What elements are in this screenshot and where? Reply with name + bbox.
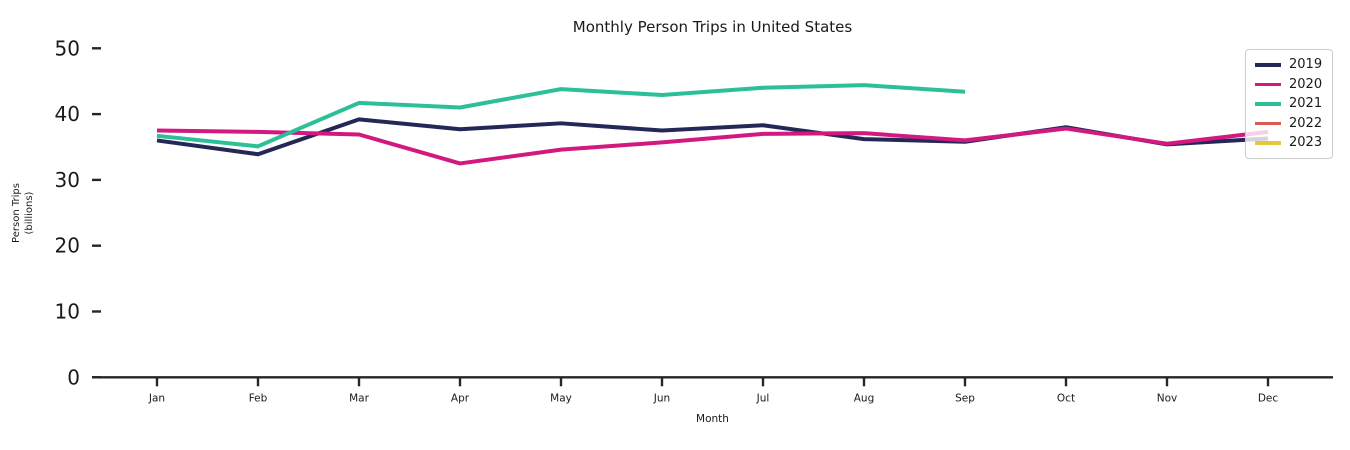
y-tick-label: 40 — [55, 102, 80, 126]
y-tick-label: 30 — [55, 168, 80, 192]
series-line-2021 — [156, 83, 966, 149]
legend-box: 2019 2020 2021 2022 2023 — [1245, 49, 1334, 159]
x-tick-label: Jun — [653, 392, 670, 404]
x-tick-label: Feb — [249, 392, 268, 404]
legend-label: 2021 — [1289, 96, 1323, 112]
x-tick-label: Mar — [349, 392, 369, 404]
legend-label: 2023 — [1289, 135, 1323, 151]
y-tick-label: 20 — [55, 234, 80, 258]
chart-title: Monthly Person Trips in United States — [572, 18, 853, 36]
x-tick-label: Aug — [854, 392, 875, 404]
legend-entry: 2019 — [1255, 55, 1322, 75]
legend-swatch-2022 — [1255, 121, 1281, 125]
x-tick-label: Jan — [148, 392, 165, 404]
y-tick-label: 0 — [67, 365, 80, 389]
legend-label: 2019 — [1289, 57, 1323, 73]
y-tick-label: 50 — [55, 36, 80, 60]
x-tick-label: Apr — [451, 392, 470, 404]
legend-swatch-2023 — [1255, 141, 1281, 145]
x-axis-label: Month — [696, 413, 729, 425]
legend-entry: 2020 — [1255, 75, 1322, 95]
x-tick-label: Nov — [1157, 392, 1178, 404]
x-tick-label: Jul — [756, 392, 770, 404]
legend-swatch-2020 — [1255, 82, 1281, 86]
y-tick-label: 10 — [55, 300, 80, 324]
legend-swatch-2019 — [1255, 63, 1281, 67]
legend-entry: 2021 — [1255, 94, 1322, 114]
legend-entry: 2023 — [1255, 133, 1322, 153]
series-line-2020 — [156, 126, 1269, 166]
x-tick-label: Dec — [1258, 392, 1279, 404]
x-tick-label: Sep — [955, 392, 975, 404]
legend-label: 2022 — [1289, 115, 1323, 131]
legend-entry: 2022 — [1255, 114, 1322, 134]
x-tick-label: May — [550, 392, 572, 404]
legend-swatch-2021 — [1255, 102, 1281, 106]
legend-label: 2020 — [1289, 76, 1323, 92]
x-tick-label: Oct — [1057, 392, 1075, 404]
